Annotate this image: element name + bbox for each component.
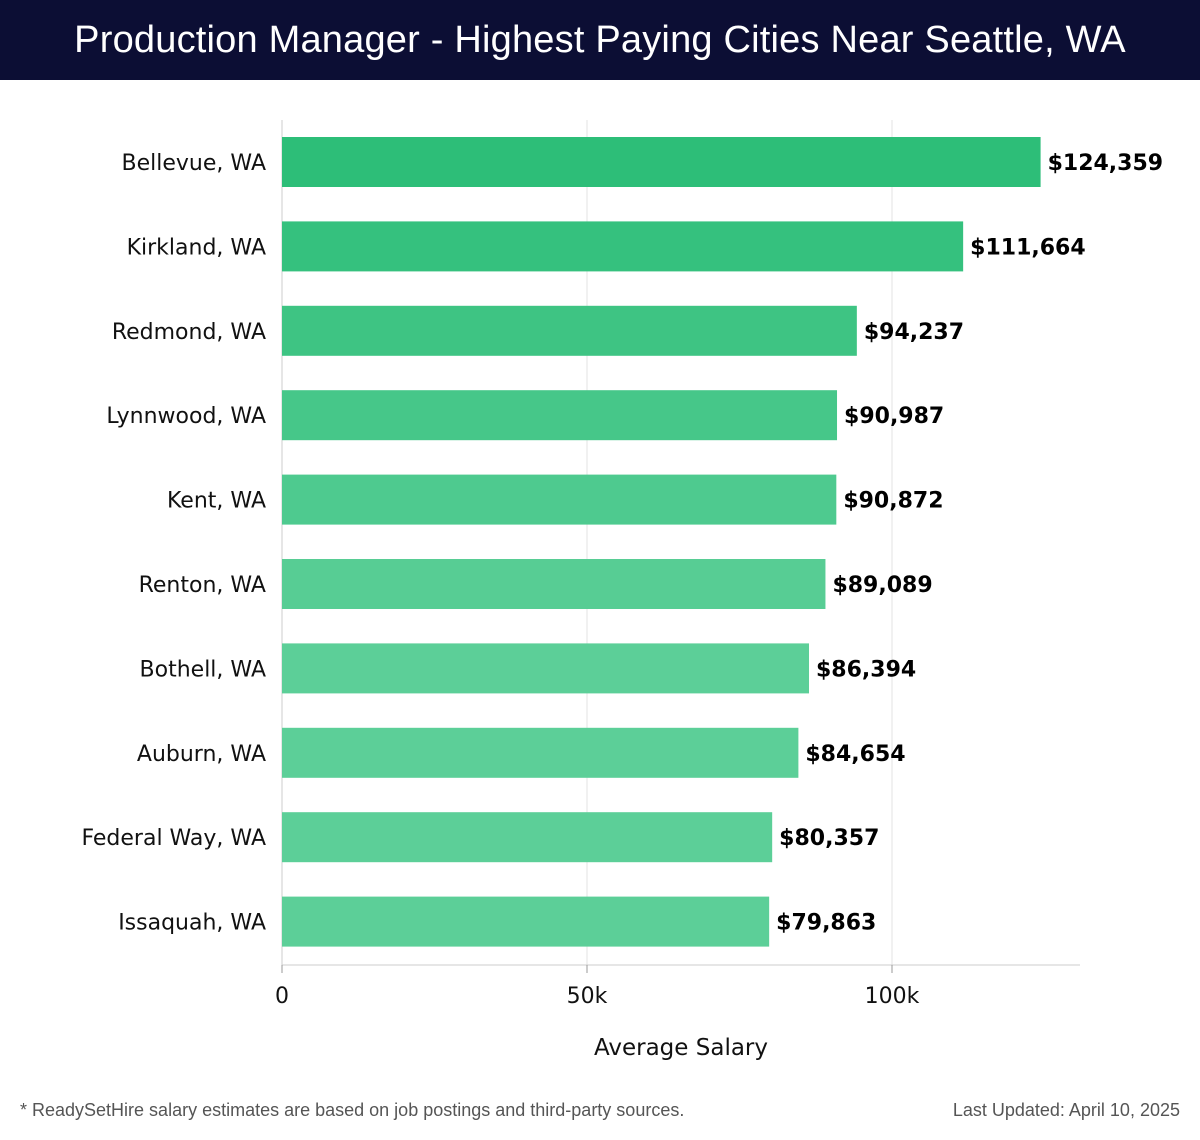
x-axis: 0 50k 100k [275,964,1080,1009]
category-label: Kent, WA [167,489,266,514]
x-tick-label: 0 [275,984,289,1009]
bar [282,221,964,272]
category-label: Redmond, WA [112,320,266,345]
category-labels: Bellevue, WA Kirkland, WA Redmond, WA Lynnw… [81,151,266,936]
value-label: $84,654 [805,742,905,767]
last-updated: Last Updated: April 10, 2025 [952,1100,1180,1120]
bar-chart: Bellevue, WA Kirkland, WA Redmond, WA Lynnw… [81,120,1163,1061]
bar [282,305,857,356]
value-label: $80,357 [779,826,879,851]
category-label: Federal Way, WA [81,826,266,851]
value-label: $86,394 [816,657,916,682]
x-axis-title: Average Salary [594,1035,768,1061]
category-label: Bellevue, WA [122,151,266,176]
bar [282,896,770,947]
bar [282,559,826,609]
category-label: Issaquah, WA [118,911,266,936]
value-label: $79,863 [776,911,876,936]
category-label: Bothell, WA [140,657,266,682]
category-label: Lynnwood, WA [106,404,266,429]
value-labels: $124,359 $111,664 $94,237 $90,987 $90,872 $89… [776,151,1163,936]
value-label: $90,987 [844,404,944,429]
value-label: $124,359 [1048,151,1164,176]
category-label: Kirkland, WA [127,235,266,260]
category-label: Auburn, WA [137,742,266,767]
x-tick-label: 50k [567,984,608,1009]
bar [282,727,799,778]
bars [282,137,1041,947]
bar [282,812,773,863]
value-label: $90,872 [843,489,943,514]
bar [282,474,837,525]
chart-header: Production Manager - Highest Paying Citi… [0,0,1200,80]
value-label: $111,664 [970,235,1086,260]
value-label: $89,089 [832,573,932,598]
value-label: $94,237 [864,320,964,345]
footer-note: * ReadySetHire salary estimates are base… [20,1100,685,1120]
chart-title: Production Manager - Highest Paying Citi… [74,18,1126,61]
x-tick-label: 100k [865,984,920,1009]
category-label: Renton, WA [139,573,266,598]
bar [282,643,810,694]
bar [282,137,1041,187]
bar [282,390,838,441]
